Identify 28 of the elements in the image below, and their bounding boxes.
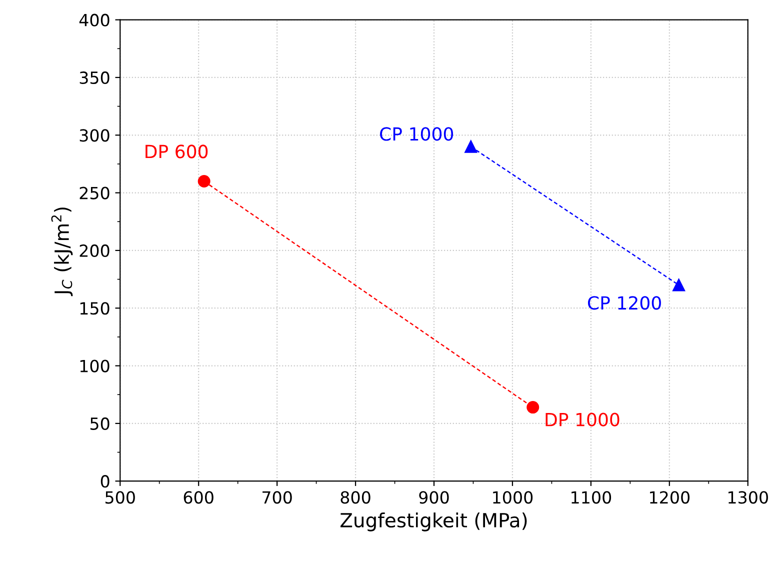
point xyxy=(198,175,210,188)
y-tick-label: 400 xyxy=(79,14,110,26)
x-tick-label: 900 xyxy=(419,491,449,504)
y-axis-title: J$_{C}$ (kJ/m$^{2}$) xyxy=(51,208,73,296)
point xyxy=(672,278,686,292)
y-tick-label: 300 xyxy=(80,129,110,142)
x-axis-title: Zugfestigkeit (MPa) xyxy=(340,512,527,532)
x-tick-label: 1300 xyxy=(728,491,768,504)
y-tick-label: 150 xyxy=(80,302,110,315)
annotation: DP 1000 xyxy=(546,412,620,426)
point xyxy=(526,401,540,414)
y-tick-label: 350 xyxy=(80,71,110,84)
x-tick-label: 600 xyxy=(184,491,214,504)
x-tick-label: 500 xyxy=(106,491,135,504)
annotation: DP 600 xyxy=(146,144,208,158)
annotation: CP 1000 xyxy=(380,127,454,141)
x-tick-label: 800 xyxy=(340,491,370,504)
y-tick-label: 200 xyxy=(80,244,110,258)
point xyxy=(464,140,478,153)
x-tick-label: 1100 xyxy=(572,491,612,504)
x-tick-label: 1000 xyxy=(493,491,533,504)
y-tick-label: 0 xyxy=(100,475,110,488)
annotation: CP 1200 xyxy=(588,296,661,310)
y-tick-label: 100 xyxy=(80,360,110,372)
y-tick-label: 50 xyxy=(90,417,110,430)
y-tick-label: 250 xyxy=(80,186,110,200)
x-tick-label: 700 xyxy=(262,491,292,504)
x-tick-label: 1200 xyxy=(650,491,690,504)
